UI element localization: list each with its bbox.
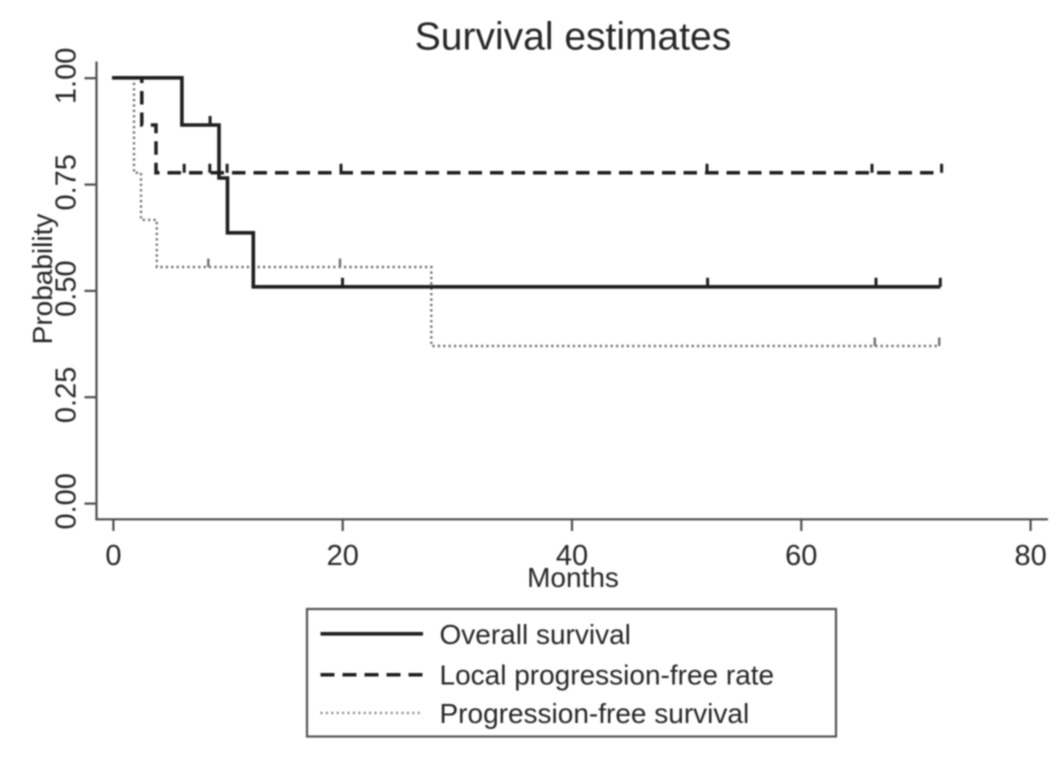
- svg-text:40: 40: [556, 540, 588, 572]
- svg-text:0.50: 0.50: [51, 260, 83, 316]
- svg-text:Probability: Probability: [27, 214, 58, 345]
- svg-text:Overall survival: Overall survival: [440, 619, 631, 650]
- svg-text:0.75: 0.75: [51, 154, 83, 210]
- svg-text:1.00: 1.00: [51, 48, 83, 104]
- svg-text:80: 80: [1014, 540, 1046, 572]
- svg-text:0.25: 0.25: [51, 367, 83, 423]
- svg-text:Local progression-free rate: Local progression-free rate: [440, 660, 775, 691]
- svg-text:0: 0: [105, 540, 121, 572]
- svg-text:20: 20: [327, 540, 359, 572]
- svg-text:Survival estimates: Survival estimates: [415, 16, 731, 59]
- svg-text:0.00: 0.00: [51, 473, 83, 529]
- svg-text:Progression-free survival: Progression-free survival: [440, 698, 750, 729]
- svg-text:Months: Months: [527, 562, 619, 593]
- svg-text:60: 60: [785, 540, 817, 572]
